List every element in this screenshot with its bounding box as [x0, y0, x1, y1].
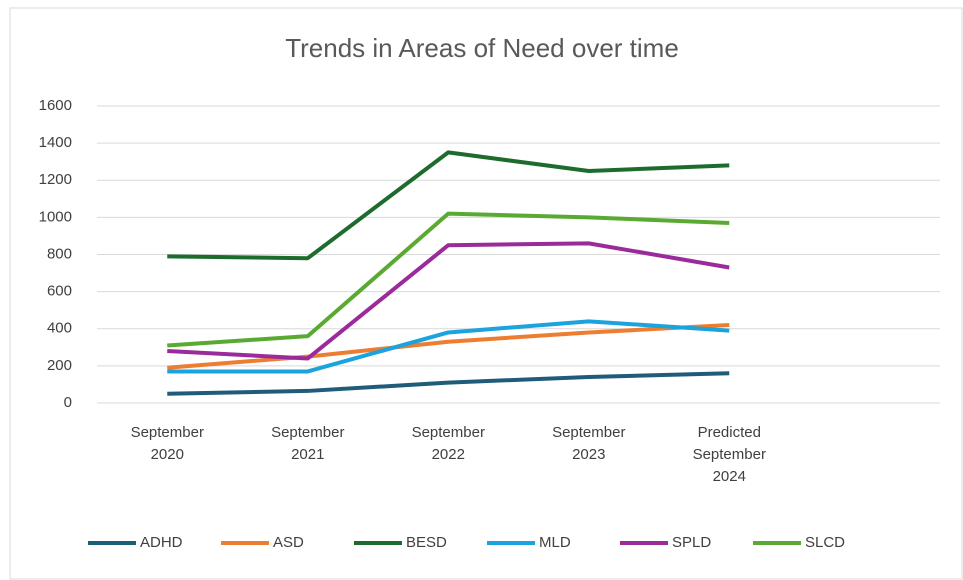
legend-label: MLD: [539, 534, 571, 551]
series-line: [167, 241, 730, 361]
legend-label: ASD: [273, 534, 304, 551]
chart-frame: [9, 7, 963, 580]
chart-title: Trends in Areas of Need over time: [285, 33, 679, 63]
y-tick-label: 0: [64, 394, 72, 411]
series-line: [167, 323, 730, 370]
x-tick-label: September 2023: [552, 424, 626, 463]
y-tick-label: 200: [47, 357, 72, 374]
legend-label: SPLD: [672, 534, 711, 551]
series-line: [167, 371, 730, 396]
x-tick-label: September 2022: [411, 424, 485, 463]
y-tick-label: 600: [47, 283, 72, 300]
y-tick-label: 1200: [39, 171, 72, 188]
legend-label: ADHD: [140, 534, 183, 551]
x-tick-label: September 2021: [271, 424, 345, 463]
legend-label: BESD: [406, 534, 447, 551]
y-tick-label: 800: [47, 245, 72, 262]
x-tick-label: Predicted September 2024: [692, 424, 766, 485]
x-tick-label: September 2020: [130, 424, 204, 463]
y-tick-label: 1400: [39, 134, 72, 151]
y-tick-label: 400: [47, 320, 72, 337]
series-line: [167, 319, 730, 374]
y-tick-label: 1000: [39, 208, 72, 225]
series-line: [167, 211, 730, 348]
legend-label: SLCD: [805, 534, 845, 551]
y-tick-label: 1600: [39, 97, 72, 114]
series-line: [167, 150, 730, 261]
